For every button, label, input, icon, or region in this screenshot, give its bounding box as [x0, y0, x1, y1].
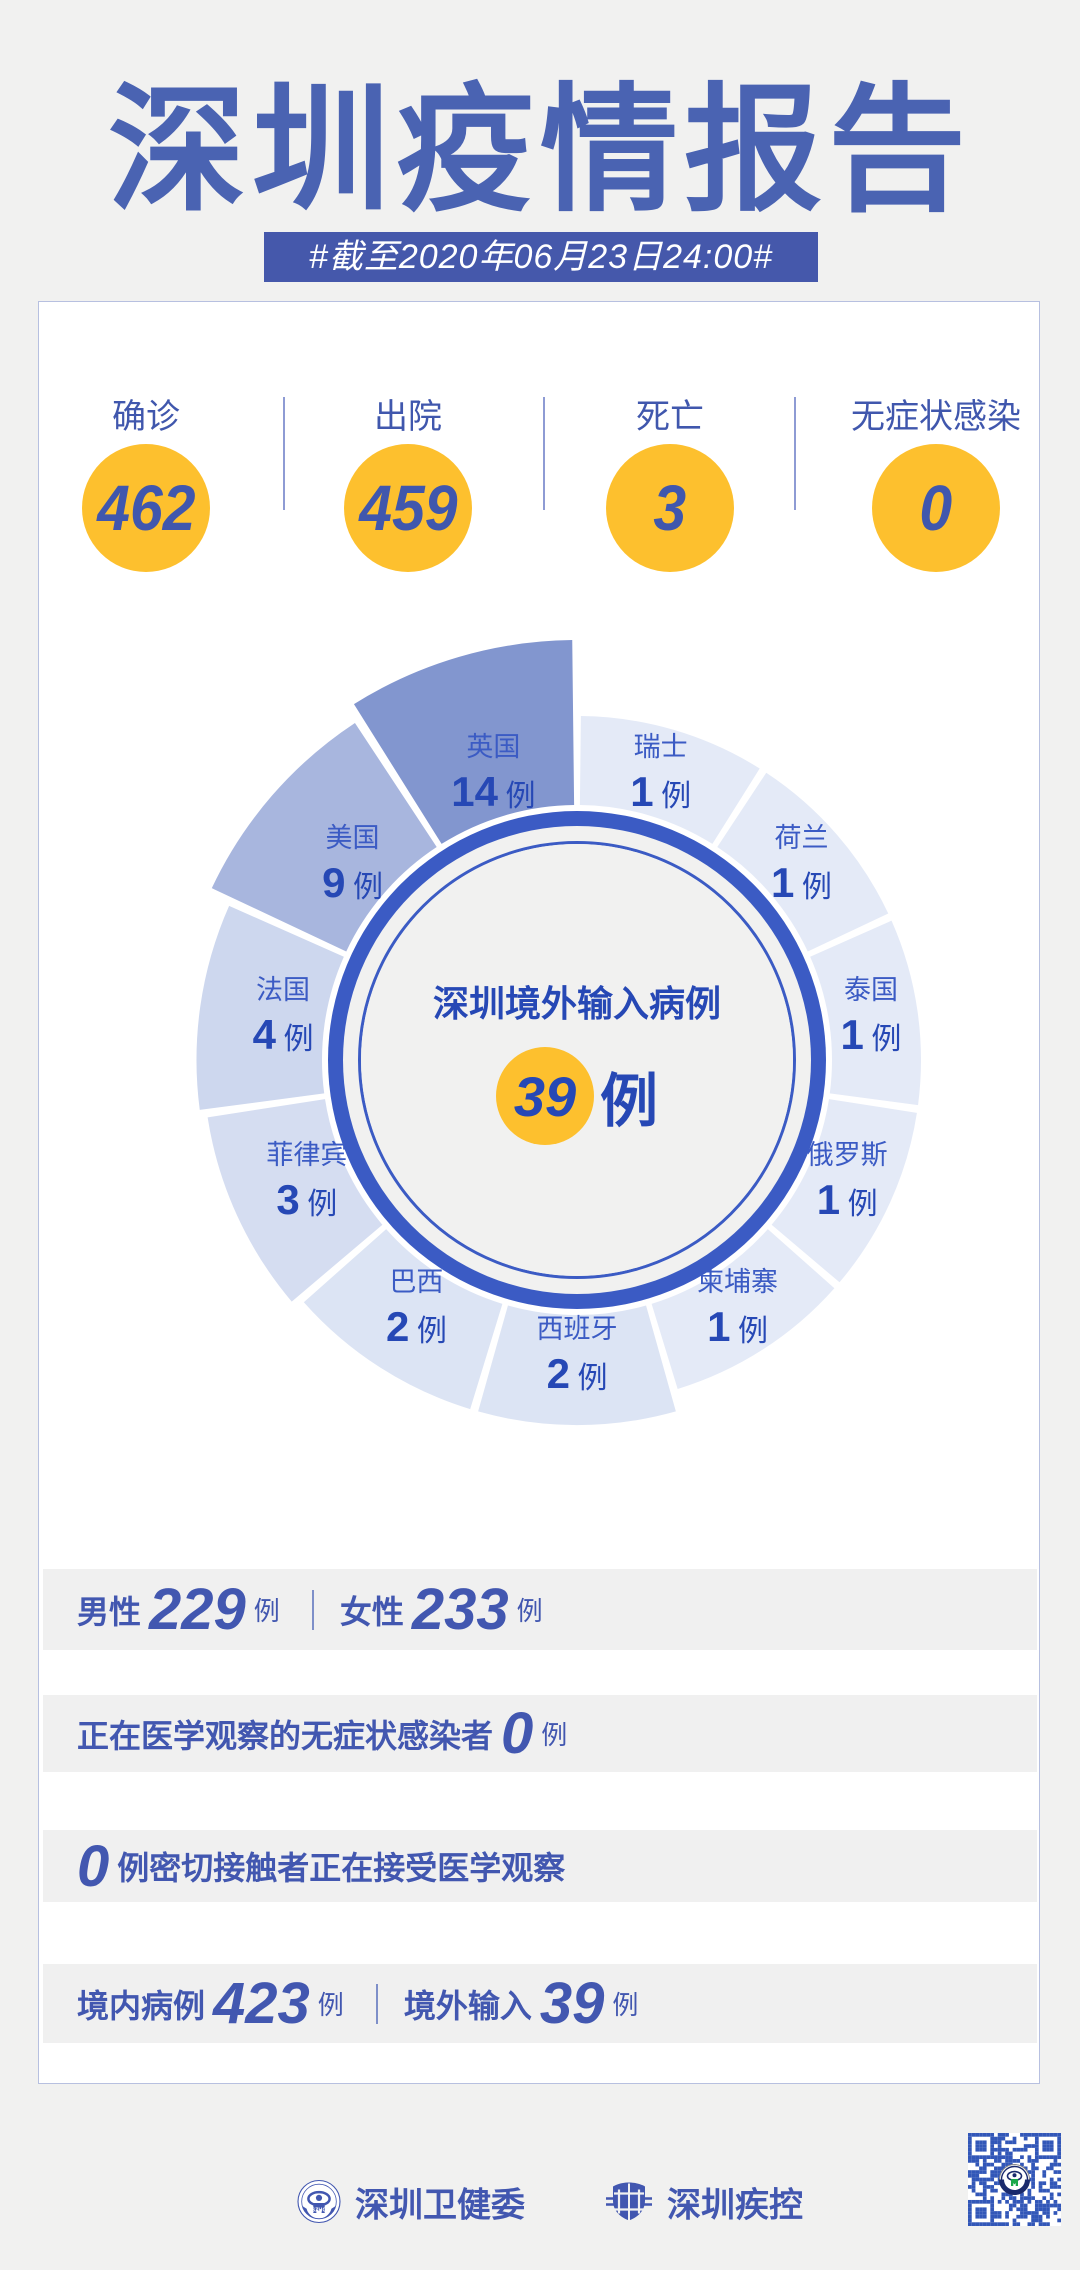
svg-text:SZHC: SZHC — [312, 2207, 327, 2213]
